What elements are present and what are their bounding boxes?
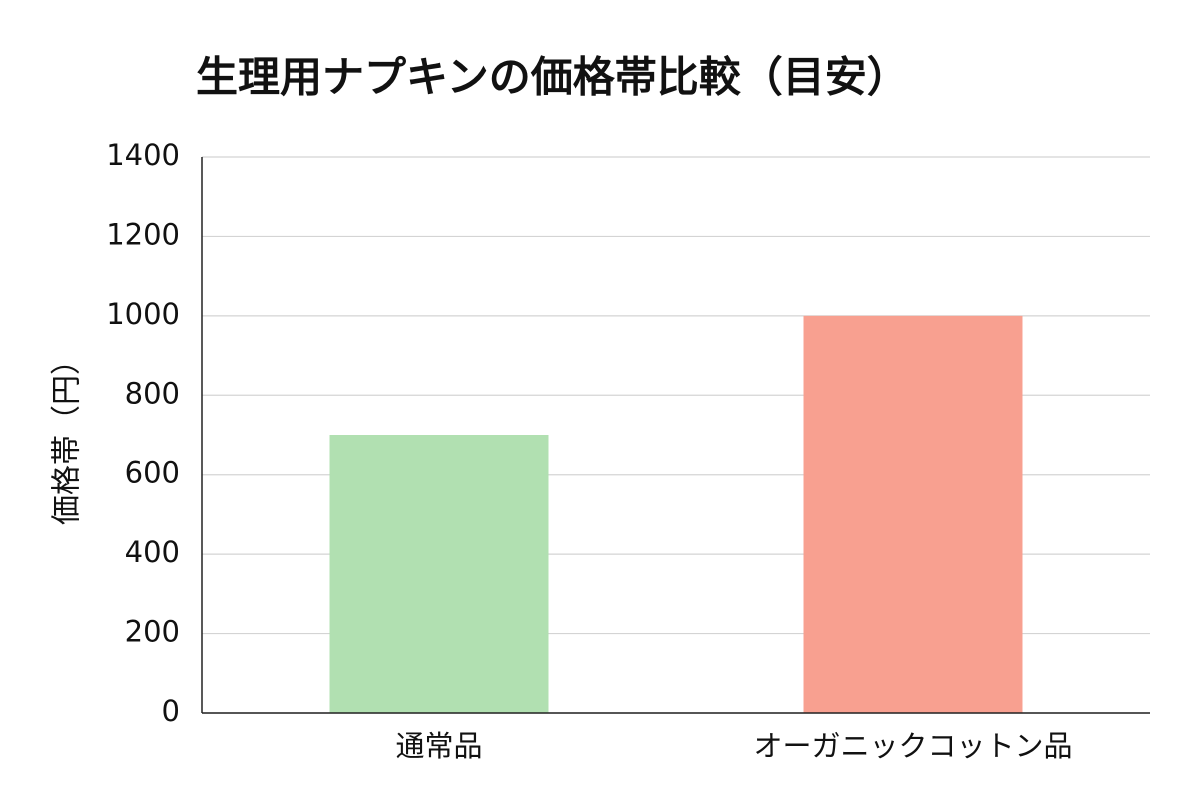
y-tick-label: 600 [125, 456, 180, 490]
chart-title: 生理用ナプキンの価格帯比較（目安） [196, 53, 909, 102]
bars [329, 315, 1023, 713]
y-tick-label: 0 [162, 694, 180, 728]
y-tick-label: 1200 [106, 217, 180, 251]
y-tick-label: 800 [125, 376, 180, 410]
bar [803, 315, 1023, 713]
x-tick-label: 通常品 [395, 729, 482, 763]
y-tick-label: 200 [125, 615, 180, 649]
bar [329, 435, 549, 713]
x-tick-label: オーガニックコットン品 [753, 729, 1072, 763]
y-axis-label: 価格帯（円） [50, 345, 85, 525]
y-tick-label: 1000 [106, 297, 180, 331]
y-tick-label: 1400 [106, 138, 180, 172]
y-tick-label: 400 [125, 535, 180, 569]
